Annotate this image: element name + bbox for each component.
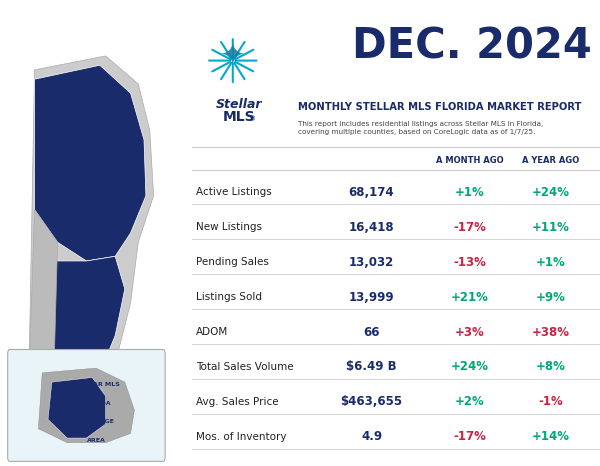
Text: 68,174: 68,174 [349,186,394,199]
Text: +9%: +9% [536,291,566,303]
Text: This report includes residential listings across Stellar MLS in Florida,
coverin: This report includes residential listing… [298,121,544,135]
Text: FLORIDA: FLORIDA [80,401,112,405]
Text: -13%: -13% [453,256,486,268]
Text: +11%: +11% [532,221,570,233]
Text: MLS: MLS [223,110,255,124]
Polygon shape [35,65,146,261]
Text: +38%: +38% [532,326,570,338]
Text: +3%: +3% [455,326,484,338]
Text: $463,655: $463,655 [340,396,403,408]
Text: 66: 66 [363,326,380,338]
Polygon shape [29,210,58,382]
Text: 4.9: 4.9 [361,431,382,443]
Text: 13,999: 13,999 [349,291,394,303]
FancyBboxPatch shape [8,350,165,461]
Text: Avg. Sales Price: Avg. Sales Price [196,397,279,407]
Text: +24%: +24% [451,361,488,373]
Text: Stellar: Stellar [215,98,262,111]
Text: +2%: +2% [455,396,484,408]
Text: Listings Sold: Listings Sold [196,292,262,302]
Text: +8%: +8% [536,361,566,373]
Text: -17%: -17% [453,431,486,443]
Text: STELLAR MLS: STELLAR MLS [72,382,120,387]
Text: COVERAGE: COVERAGE [77,419,115,424]
Text: ✦: ✦ [220,41,245,70]
Text: -17%: -17% [453,221,486,233]
Text: +24%: +24% [532,186,570,199]
Text: MONTHLY STELLAR MLS FLORIDA MARKET REPORT: MONTHLY STELLAR MLS FLORIDA MARKET REPOR… [298,102,581,112]
Text: Total Sales Volume: Total Sales Volume [196,362,294,372]
Text: ®: ® [249,117,256,123]
Text: +14%: +14% [532,431,570,443]
Text: DEC. 2024: DEC. 2024 [352,26,592,68]
Polygon shape [38,368,134,443]
Text: +1%: +1% [536,256,566,268]
Text: A MONTH AGO: A MONTH AGO [436,156,503,165]
Text: ADOM: ADOM [196,327,229,337]
Text: -1%: -1% [539,396,563,408]
Text: 13,032: 13,032 [349,256,394,268]
Text: +1%: +1% [455,186,484,199]
Text: AREA: AREA [86,438,106,443]
Polygon shape [54,256,125,387]
Text: Active Listings: Active Listings [196,187,272,197]
Text: New Listings: New Listings [196,222,262,232]
Text: Pending Sales: Pending Sales [196,257,269,267]
Text: +21%: +21% [451,291,488,303]
Text: $6.49 B: $6.49 B [346,361,397,373]
Text: 16,418: 16,418 [349,221,394,233]
Text: Mos. of Inventory: Mos. of Inventory [196,432,287,442]
Text: A YEAR AGO: A YEAR AGO [523,156,580,165]
Polygon shape [48,377,106,438]
Polygon shape [29,56,154,396]
